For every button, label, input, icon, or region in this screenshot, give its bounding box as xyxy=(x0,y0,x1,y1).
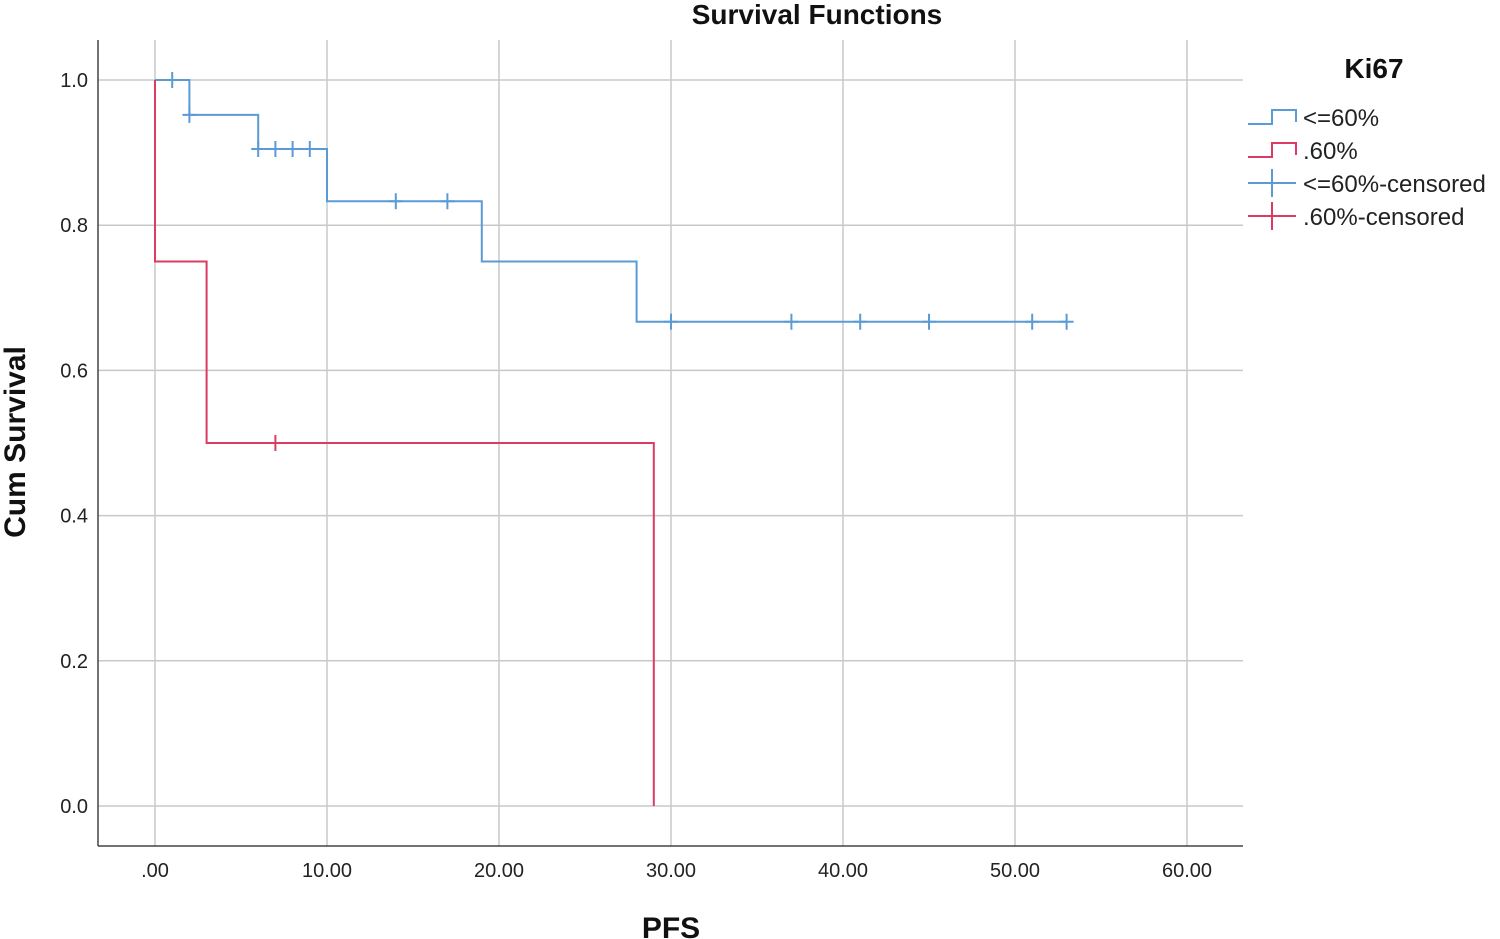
censored-marker xyxy=(1025,313,1040,330)
x-axis-title: PFS xyxy=(642,912,700,939)
y-axis-title: Cum Survival xyxy=(0,346,32,538)
censored-marker xyxy=(251,140,266,157)
legend-label: .60% xyxy=(1303,138,1358,165)
censored-marker xyxy=(285,140,300,157)
legend-label: .60%-censored xyxy=(1303,204,1464,231)
y-tick-label: 0.6 xyxy=(60,360,88,382)
censored-marker xyxy=(302,140,317,157)
plot-axes xyxy=(97,40,1243,847)
censored-marker xyxy=(440,193,455,210)
legend-item: <=60% xyxy=(1248,105,1379,132)
censored-marker xyxy=(1059,313,1074,330)
y-tick-label: 1.0 xyxy=(60,70,88,92)
survival-step-line xyxy=(154,80,655,806)
x-tick-label: 10.00 xyxy=(302,860,352,882)
legend: Ki67 <=60% .60% <=60%-censored .60%-censore… xyxy=(1248,53,1486,231)
censored-marker xyxy=(268,140,283,157)
legend-censored-swatch xyxy=(1248,169,1296,197)
y-tick-label: 0.4 xyxy=(60,506,88,528)
survival-curves xyxy=(154,72,1074,806)
censored-marker xyxy=(388,193,403,210)
y-tick-label: 0.0 xyxy=(60,796,88,818)
legend-label: <=60%-censored xyxy=(1303,171,1486,198)
legend-item: <=60%-censored xyxy=(1248,169,1486,198)
legend-item: .60% xyxy=(1248,138,1358,165)
legend-label: <=60% xyxy=(1303,105,1379,132)
legend-items: <=60% .60% <=60%-censored .60%-censored xyxy=(1248,105,1486,231)
x-tick-label: 40.00 xyxy=(818,860,868,882)
tick-labels: .00 10.00 20.00 30.00 40.00 50.00 60.00 0.0 0.2 0… xyxy=(60,70,1212,882)
x-tick-label: 60.00 xyxy=(1162,860,1212,882)
series-1 xyxy=(155,72,1074,330)
censored-marker xyxy=(182,106,197,123)
legend-step-swatch xyxy=(1248,109,1297,125)
censored-marker xyxy=(268,435,283,451)
legend-item: .60%-censored xyxy=(1248,202,1464,231)
y-tick-label: 0.2 xyxy=(60,651,88,673)
x-tick-label: .00 xyxy=(141,860,169,882)
censored-marker xyxy=(922,313,936,330)
x-tick-label: 50.00 xyxy=(990,860,1040,882)
legend-step-swatch xyxy=(1248,142,1297,158)
survival-step-line xyxy=(155,79,1067,323)
legend-censored-swatch xyxy=(1248,202,1296,230)
grid-lines xyxy=(98,40,1243,846)
chart-title: Survival Functions xyxy=(692,0,943,30)
censored-marker xyxy=(784,313,799,330)
censored-marker xyxy=(664,313,678,330)
y-tick-label: 0.8 xyxy=(60,215,88,237)
censored-marker xyxy=(165,72,180,88)
censored-marker xyxy=(853,313,868,330)
x-tick-label: 20.00 xyxy=(474,860,524,882)
x-tick-label: 30.00 xyxy=(646,860,696,882)
series-2 xyxy=(154,80,655,806)
legend-title: Ki67 xyxy=(1344,53,1403,84)
